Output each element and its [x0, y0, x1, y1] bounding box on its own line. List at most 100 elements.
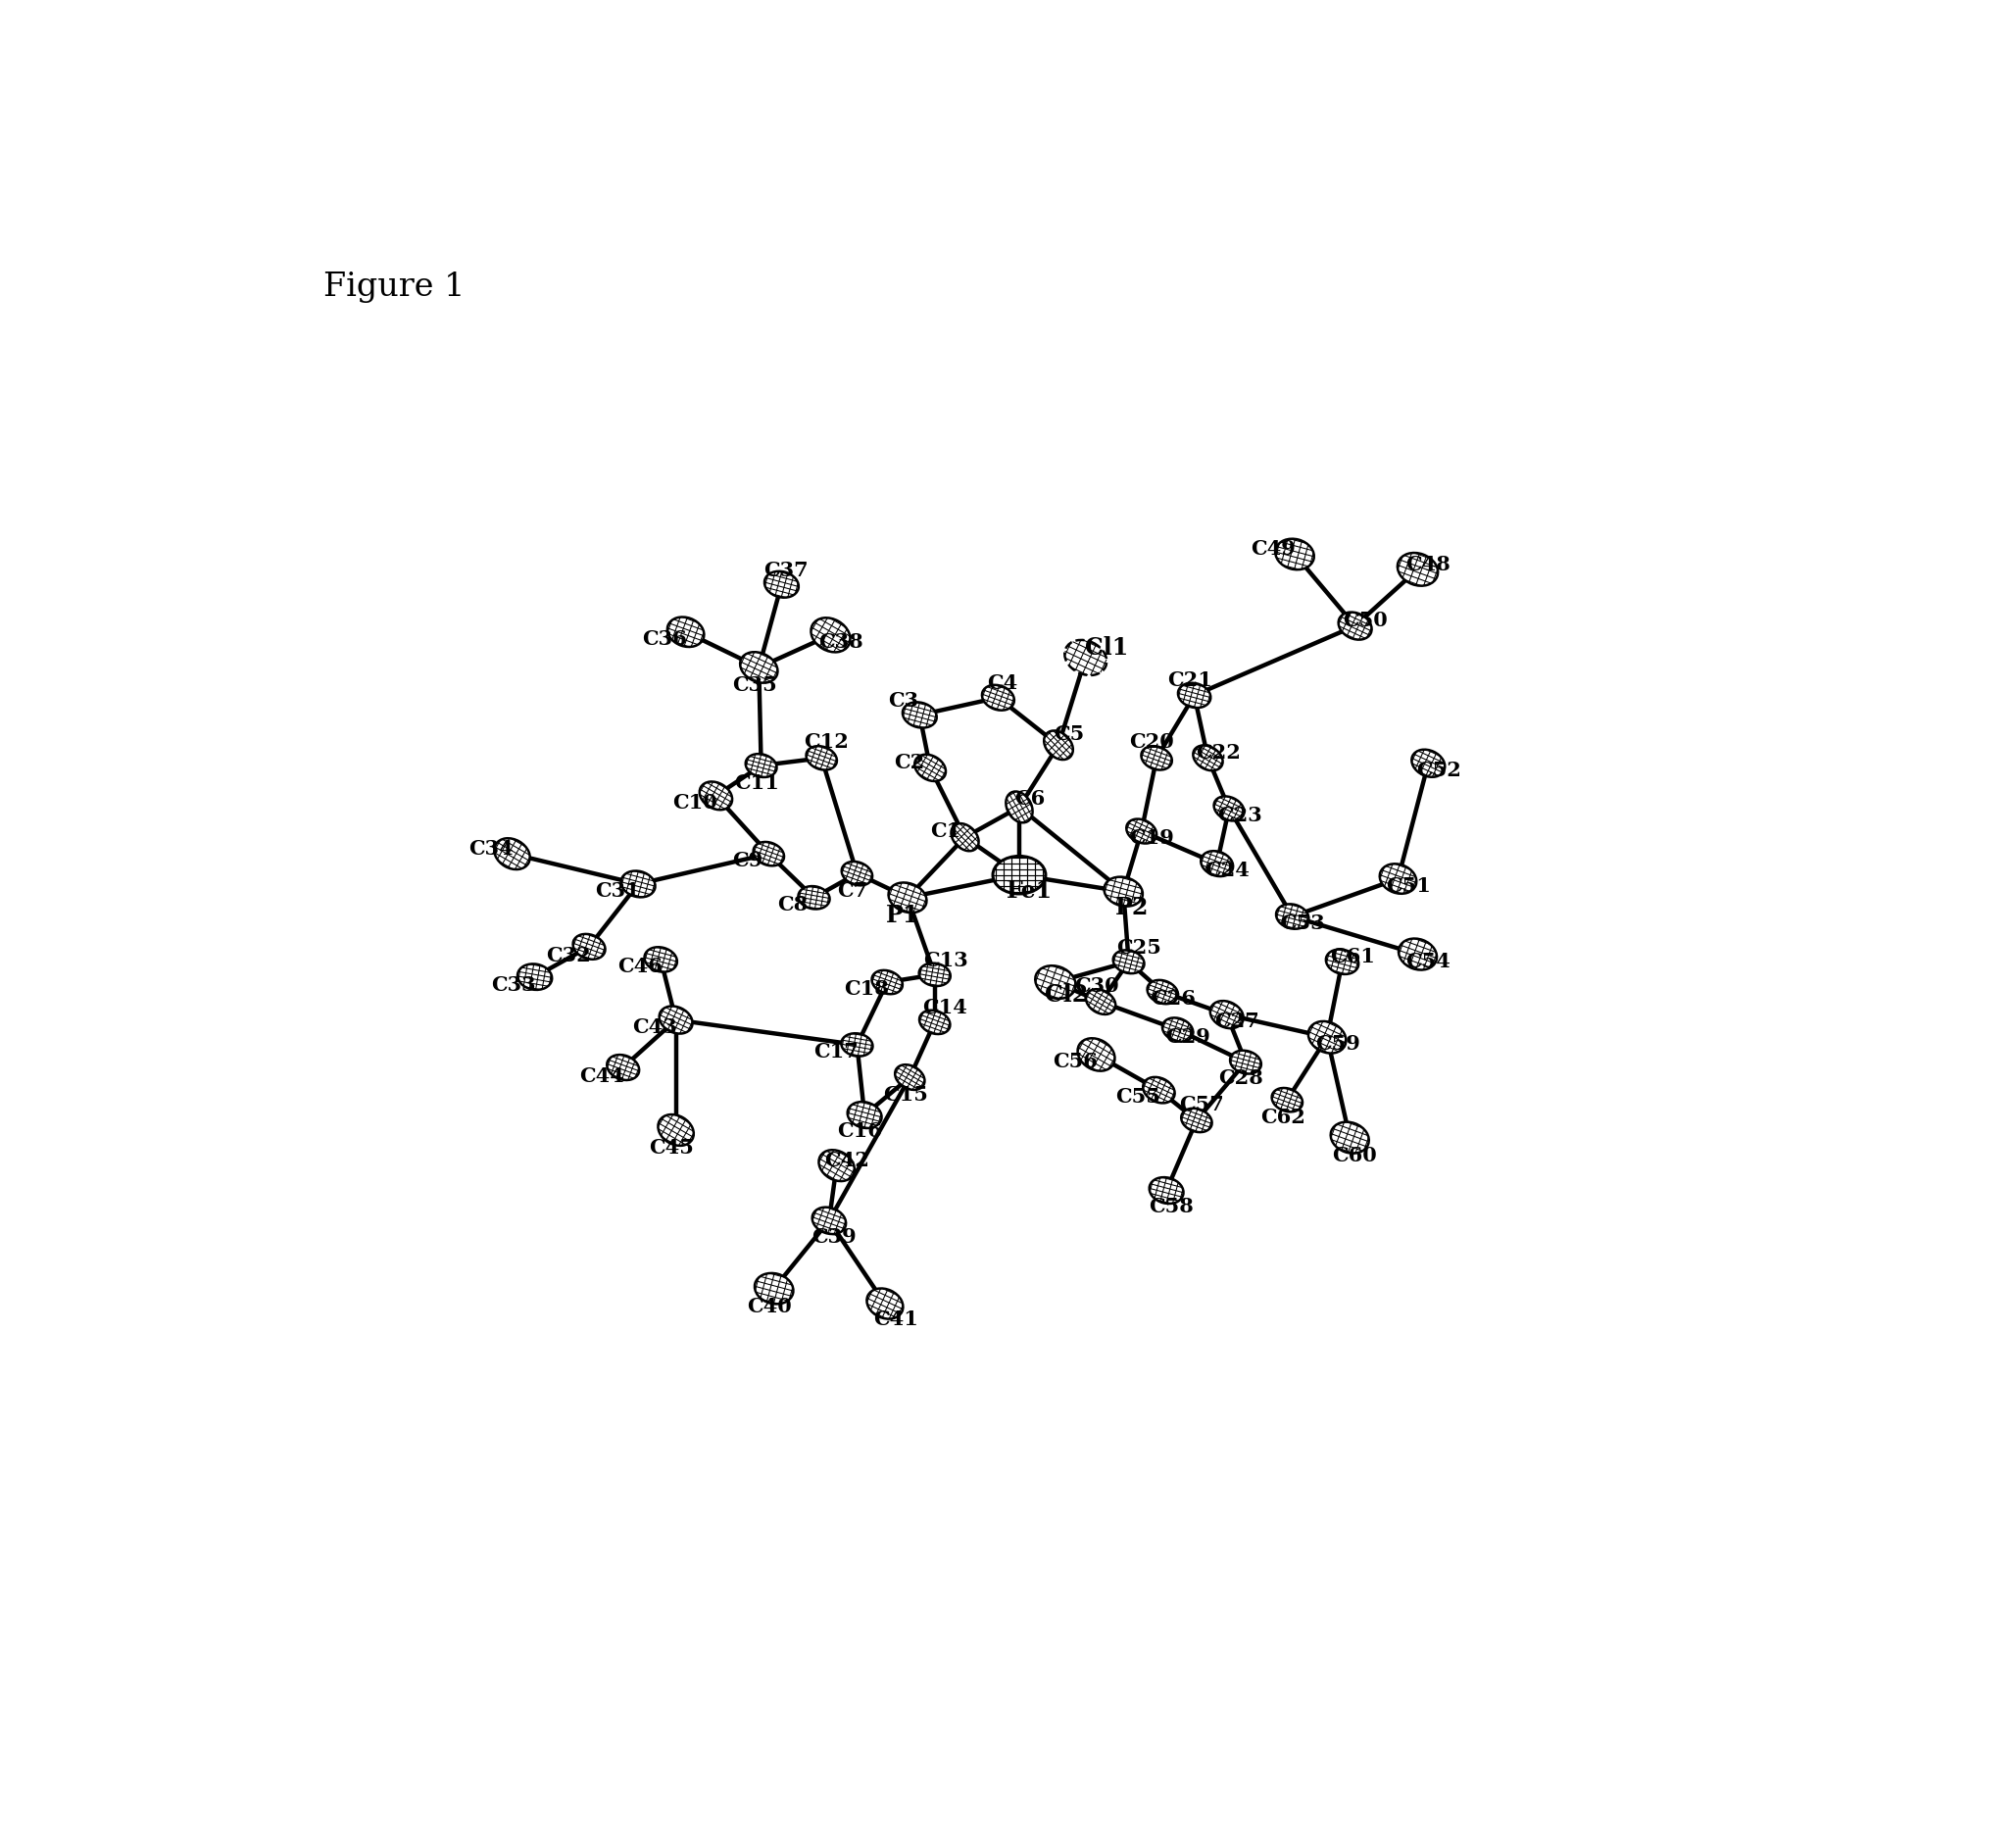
Text: C30: C30	[1075, 976, 1119, 996]
Text: C4: C4	[988, 674, 1018, 692]
Text: P1: P1	[887, 903, 919, 926]
Ellipse shape	[1339, 612, 1371, 639]
Ellipse shape	[573, 934, 605, 959]
Ellipse shape	[1143, 1078, 1175, 1104]
Text: C45: C45	[649, 1136, 694, 1156]
Ellipse shape	[1079, 1040, 1115, 1071]
Text: C7: C7	[837, 881, 867, 901]
Ellipse shape	[919, 1010, 950, 1034]
Ellipse shape	[1214, 797, 1244, 822]
Ellipse shape	[841, 862, 873, 886]
Ellipse shape	[889, 882, 927, 914]
Ellipse shape	[700, 782, 732, 811]
Text: C6: C6	[1014, 789, 1044, 808]
Ellipse shape	[1181, 1109, 1212, 1133]
Text: C27: C27	[1216, 1012, 1260, 1030]
Ellipse shape	[1272, 1089, 1302, 1113]
Text: C42: C42	[825, 1149, 869, 1169]
Text: Cl1: Cl1	[1085, 636, 1129, 660]
Ellipse shape	[798, 886, 831, 910]
Ellipse shape	[1327, 950, 1359, 974]
Text: C61: C61	[1331, 946, 1375, 966]
Text: C18: C18	[843, 979, 889, 998]
Text: Fe1: Fe1	[1006, 879, 1052, 903]
Ellipse shape	[1397, 554, 1437, 586]
Text: Figure 1: Figure 1	[323, 272, 466, 303]
Text: C44: C44	[579, 1065, 625, 1085]
Ellipse shape	[1411, 751, 1445, 778]
Text: C29: C29	[1165, 1027, 1212, 1045]
Ellipse shape	[667, 618, 704, 647]
Ellipse shape	[812, 1208, 847, 1235]
Text: C57: C57	[1179, 1094, 1224, 1114]
Text: C16: C16	[837, 1120, 883, 1140]
Text: C17: C17	[812, 1041, 859, 1061]
Text: C11: C11	[734, 773, 778, 793]
Text: C12: C12	[804, 733, 849, 751]
Ellipse shape	[754, 842, 784, 866]
Text: C24: C24	[1206, 861, 1250, 881]
Ellipse shape	[754, 1273, 794, 1304]
Text: C26: C26	[1151, 988, 1195, 1009]
Ellipse shape	[1036, 966, 1077, 999]
Ellipse shape	[847, 1102, 881, 1129]
Ellipse shape	[657, 1114, 694, 1146]
Text: C46: C46	[617, 956, 661, 976]
Text: C50: C50	[1343, 610, 1389, 630]
Text: C19: C19	[1129, 828, 1175, 848]
Ellipse shape	[871, 970, 903, 994]
Ellipse shape	[1193, 745, 1224, 771]
Text: C48: C48	[1405, 554, 1452, 574]
Text: C62: C62	[1260, 1107, 1304, 1127]
Text: C31: C31	[595, 881, 639, 901]
Ellipse shape	[841, 1034, 873, 1056]
Ellipse shape	[818, 1151, 855, 1182]
Ellipse shape	[659, 1007, 694, 1034]
Ellipse shape	[1127, 820, 1157, 844]
Text: C39: C39	[810, 1226, 857, 1246]
Text: Cl2: Cl2	[1044, 983, 1089, 1007]
Ellipse shape	[1202, 851, 1234, 877]
Ellipse shape	[1113, 950, 1145, 974]
Text: C13: C13	[923, 950, 968, 970]
Ellipse shape	[915, 755, 946, 782]
Ellipse shape	[1276, 539, 1314, 570]
Text: C40: C40	[748, 1295, 792, 1315]
Text: C15: C15	[883, 1085, 927, 1104]
Ellipse shape	[810, 618, 851, 652]
Ellipse shape	[1006, 793, 1032, 824]
Text: C2: C2	[893, 753, 925, 773]
Ellipse shape	[1210, 1001, 1244, 1029]
Text: C38: C38	[818, 632, 863, 652]
Text: C49: C49	[1252, 539, 1296, 559]
Ellipse shape	[1163, 1018, 1193, 1041]
Text: P2: P2	[1115, 895, 1149, 919]
Ellipse shape	[1379, 864, 1417, 893]
Text: C35: C35	[732, 674, 776, 694]
Ellipse shape	[903, 703, 937, 729]
Text: C28: C28	[1220, 1067, 1264, 1087]
Ellipse shape	[494, 839, 530, 870]
Ellipse shape	[764, 572, 798, 597]
Ellipse shape	[1087, 990, 1115, 1014]
Text: C59: C59	[1314, 1034, 1361, 1054]
Ellipse shape	[895, 1065, 925, 1091]
Ellipse shape	[1308, 1021, 1347, 1054]
Ellipse shape	[1399, 939, 1437, 970]
Text: C32: C32	[546, 945, 591, 965]
Text: C22: C22	[1195, 744, 1242, 762]
Ellipse shape	[1149, 1178, 1183, 1204]
Ellipse shape	[867, 1288, 903, 1319]
Text: C56: C56	[1052, 1051, 1097, 1071]
Text: C58: C58	[1149, 1197, 1193, 1215]
Ellipse shape	[1230, 1051, 1262, 1074]
Ellipse shape	[919, 963, 950, 987]
Text: C1: C1	[929, 820, 960, 840]
Text: C34: C34	[468, 839, 514, 859]
Ellipse shape	[1147, 981, 1177, 1005]
Ellipse shape	[1064, 641, 1107, 676]
Text: C43: C43	[633, 1016, 677, 1036]
Text: C21: C21	[1167, 669, 1212, 689]
Ellipse shape	[1177, 683, 1212, 709]
Ellipse shape	[992, 857, 1046, 895]
